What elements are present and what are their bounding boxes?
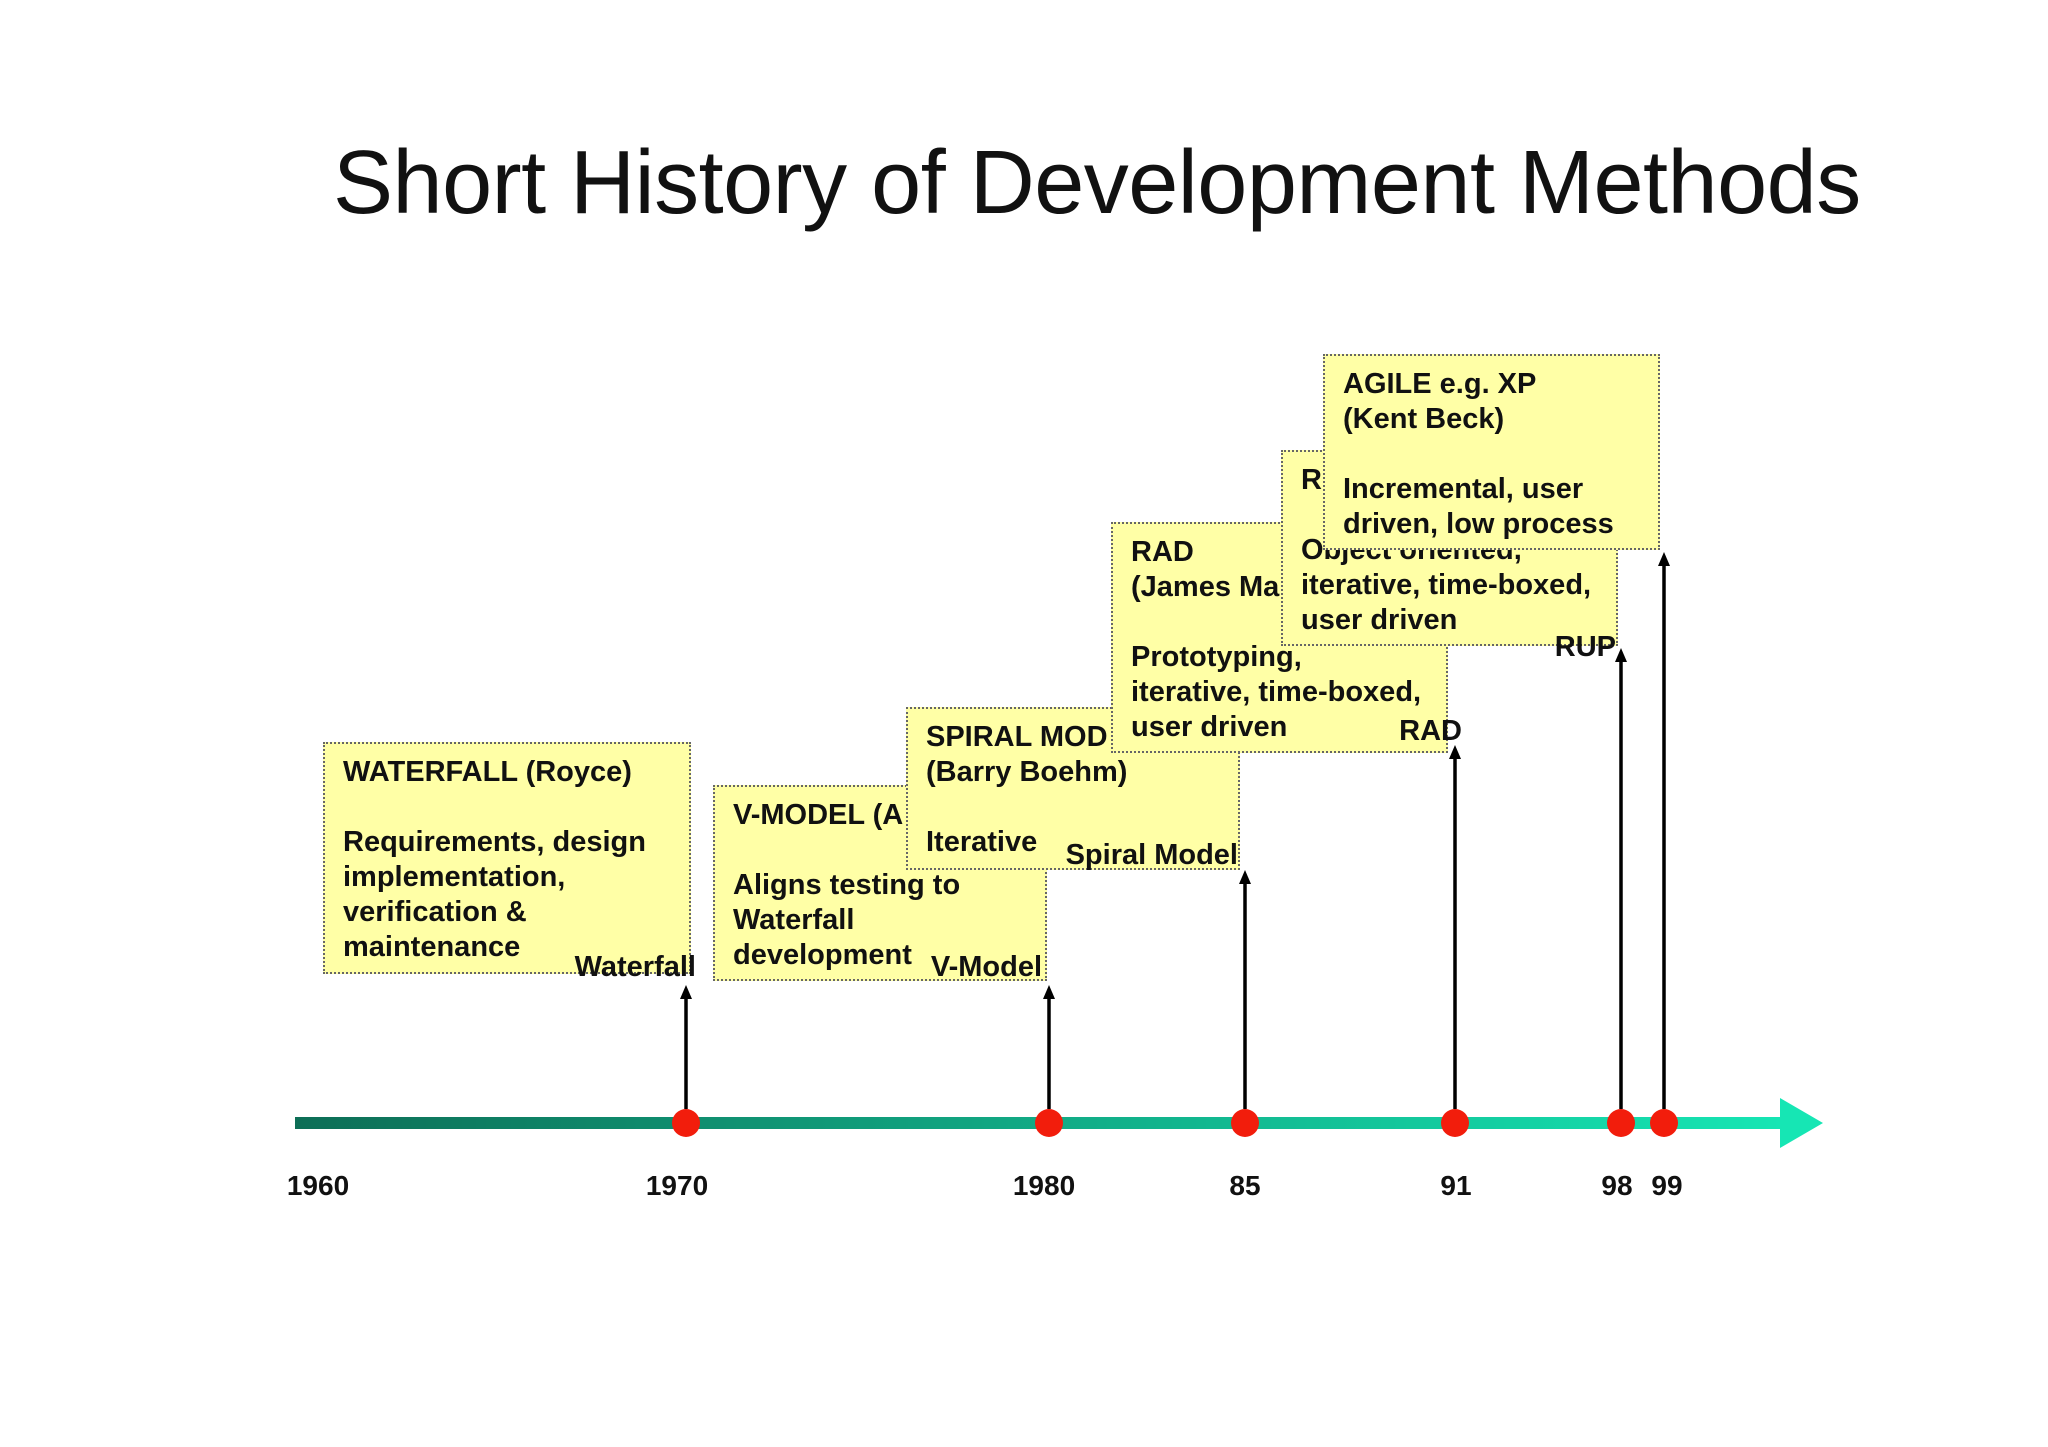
card-lines: SPIRAL MOD (Barry Boehm) Iterative xyxy=(926,720,1224,860)
card-line: user driven xyxy=(1131,711,1288,743)
card-waterfall: WATERFALL (Royce) Requirements, design imp… xyxy=(323,742,691,974)
marker-label-waterfall: Waterfall xyxy=(574,951,696,983)
card-line: WATERFALL (Royce) xyxy=(343,756,632,788)
year-label-85: 85 xyxy=(1229,1170,1261,1201)
card-line xyxy=(343,790,675,825)
card-line xyxy=(926,790,1224,825)
card-line: Aligns testing to xyxy=(733,869,961,901)
milestone-arrowhead xyxy=(1239,870,1251,884)
milestone-dot xyxy=(1650,1109,1678,1137)
milestone-arrowhead xyxy=(1615,648,1627,662)
card-line: maintenance xyxy=(343,931,521,963)
card-line: Prototyping, xyxy=(1131,641,1302,673)
card-line: Iterative xyxy=(926,826,1038,858)
card-v-model: V-MODEL (A Aligns testing to Waterfall deve… xyxy=(713,785,1047,981)
slide-title: Short History of Development Methods xyxy=(333,133,1861,233)
marker-label-rad: RAD xyxy=(1399,715,1462,747)
card-line: (Barry Boehm) xyxy=(926,756,1128,788)
card-line: user driven xyxy=(1301,604,1458,636)
card-line: Waterfall xyxy=(733,904,855,936)
milestone-arrowhead xyxy=(1043,985,1055,999)
card-lines: AGILE e.g. XP (Kent Beck) Incremental, use… xyxy=(1343,367,1644,542)
year-label-1960: 1960 xyxy=(286,1170,350,1201)
marker-label-rup: RUP xyxy=(1554,631,1616,663)
card-line: R xyxy=(1301,464,1322,496)
year-label-1980: 1980 xyxy=(1012,1170,1076,1201)
card-line: driven, low process xyxy=(1343,508,1614,540)
card-line: implementation, xyxy=(343,861,566,893)
card-line: Requirements, design xyxy=(343,826,646,858)
milestone-dot xyxy=(672,1109,700,1137)
card-line: verification & xyxy=(343,896,527,928)
marker-label-spiral: Spiral Model xyxy=(1065,839,1238,871)
year-label-1970: 1970 xyxy=(645,1170,709,1201)
card-line: (Kent Beck) xyxy=(1343,403,1505,435)
card-agile: AGILE e.g. XP (Kent Beck) Incremental, use… xyxy=(1323,354,1660,550)
card-line: RAD xyxy=(1131,536,1194,568)
milestone-arrowhead xyxy=(680,985,692,999)
year-label-91: 91 xyxy=(1440,1170,1472,1201)
card-line: iterative, time-boxed, xyxy=(1301,569,1592,601)
card-lines: R Object oriented, iterative, time-boxed, u… xyxy=(1301,463,1602,638)
milestone-dot xyxy=(1441,1109,1469,1137)
year-label-99: 99 xyxy=(1651,1170,1683,1201)
card-line: V-MODEL (A xyxy=(733,799,904,831)
timeline-arrowhead xyxy=(1780,1098,1823,1148)
card-line: Incremental, user xyxy=(1343,473,1584,505)
card-lines: WATERFALL (Royce) Requirements, design imp… xyxy=(343,755,675,965)
milestone-arrowhead xyxy=(1658,552,1670,566)
card-line: (James Ma xyxy=(1131,571,1280,603)
marker-label-v-model: V-Model xyxy=(930,951,1042,983)
card-rad: RAD (James Ma Prototyping, iterative, time-… xyxy=(1111,522,1448,753)
milestone-dot xyxy=(1231,1109,1259,1137)
year-label-98: 98 xyxy=(1601,1170,1633,1201)
milestone-arrowhead xyxy=(1449,745,1461,759)
card-line xyxy=(1343,437,1644,472)
card-line: AGILE e.g. XP xyxy=(1343,368,1537,400)
milestone-dot xyxy=(1035,1109,1063,1137)
card-line: iterative, time-boxed, xyxy=(1131,676,1422,708)
card-line: SPIRAL MOD xyxy=(926,721,1108,753)
card-lines: V-MODEL (A Aligns testing to Waterfall deve… xyxy=(733,798,1031,973)
milestone-dot xyxy=(1607,1109,1635,1137)
card-line: development xyxy=(733,939,912,971)
card-lines: RAD (James Ma Prototyping, iterative, time-… xyxy=(1131,535,1432,745)
